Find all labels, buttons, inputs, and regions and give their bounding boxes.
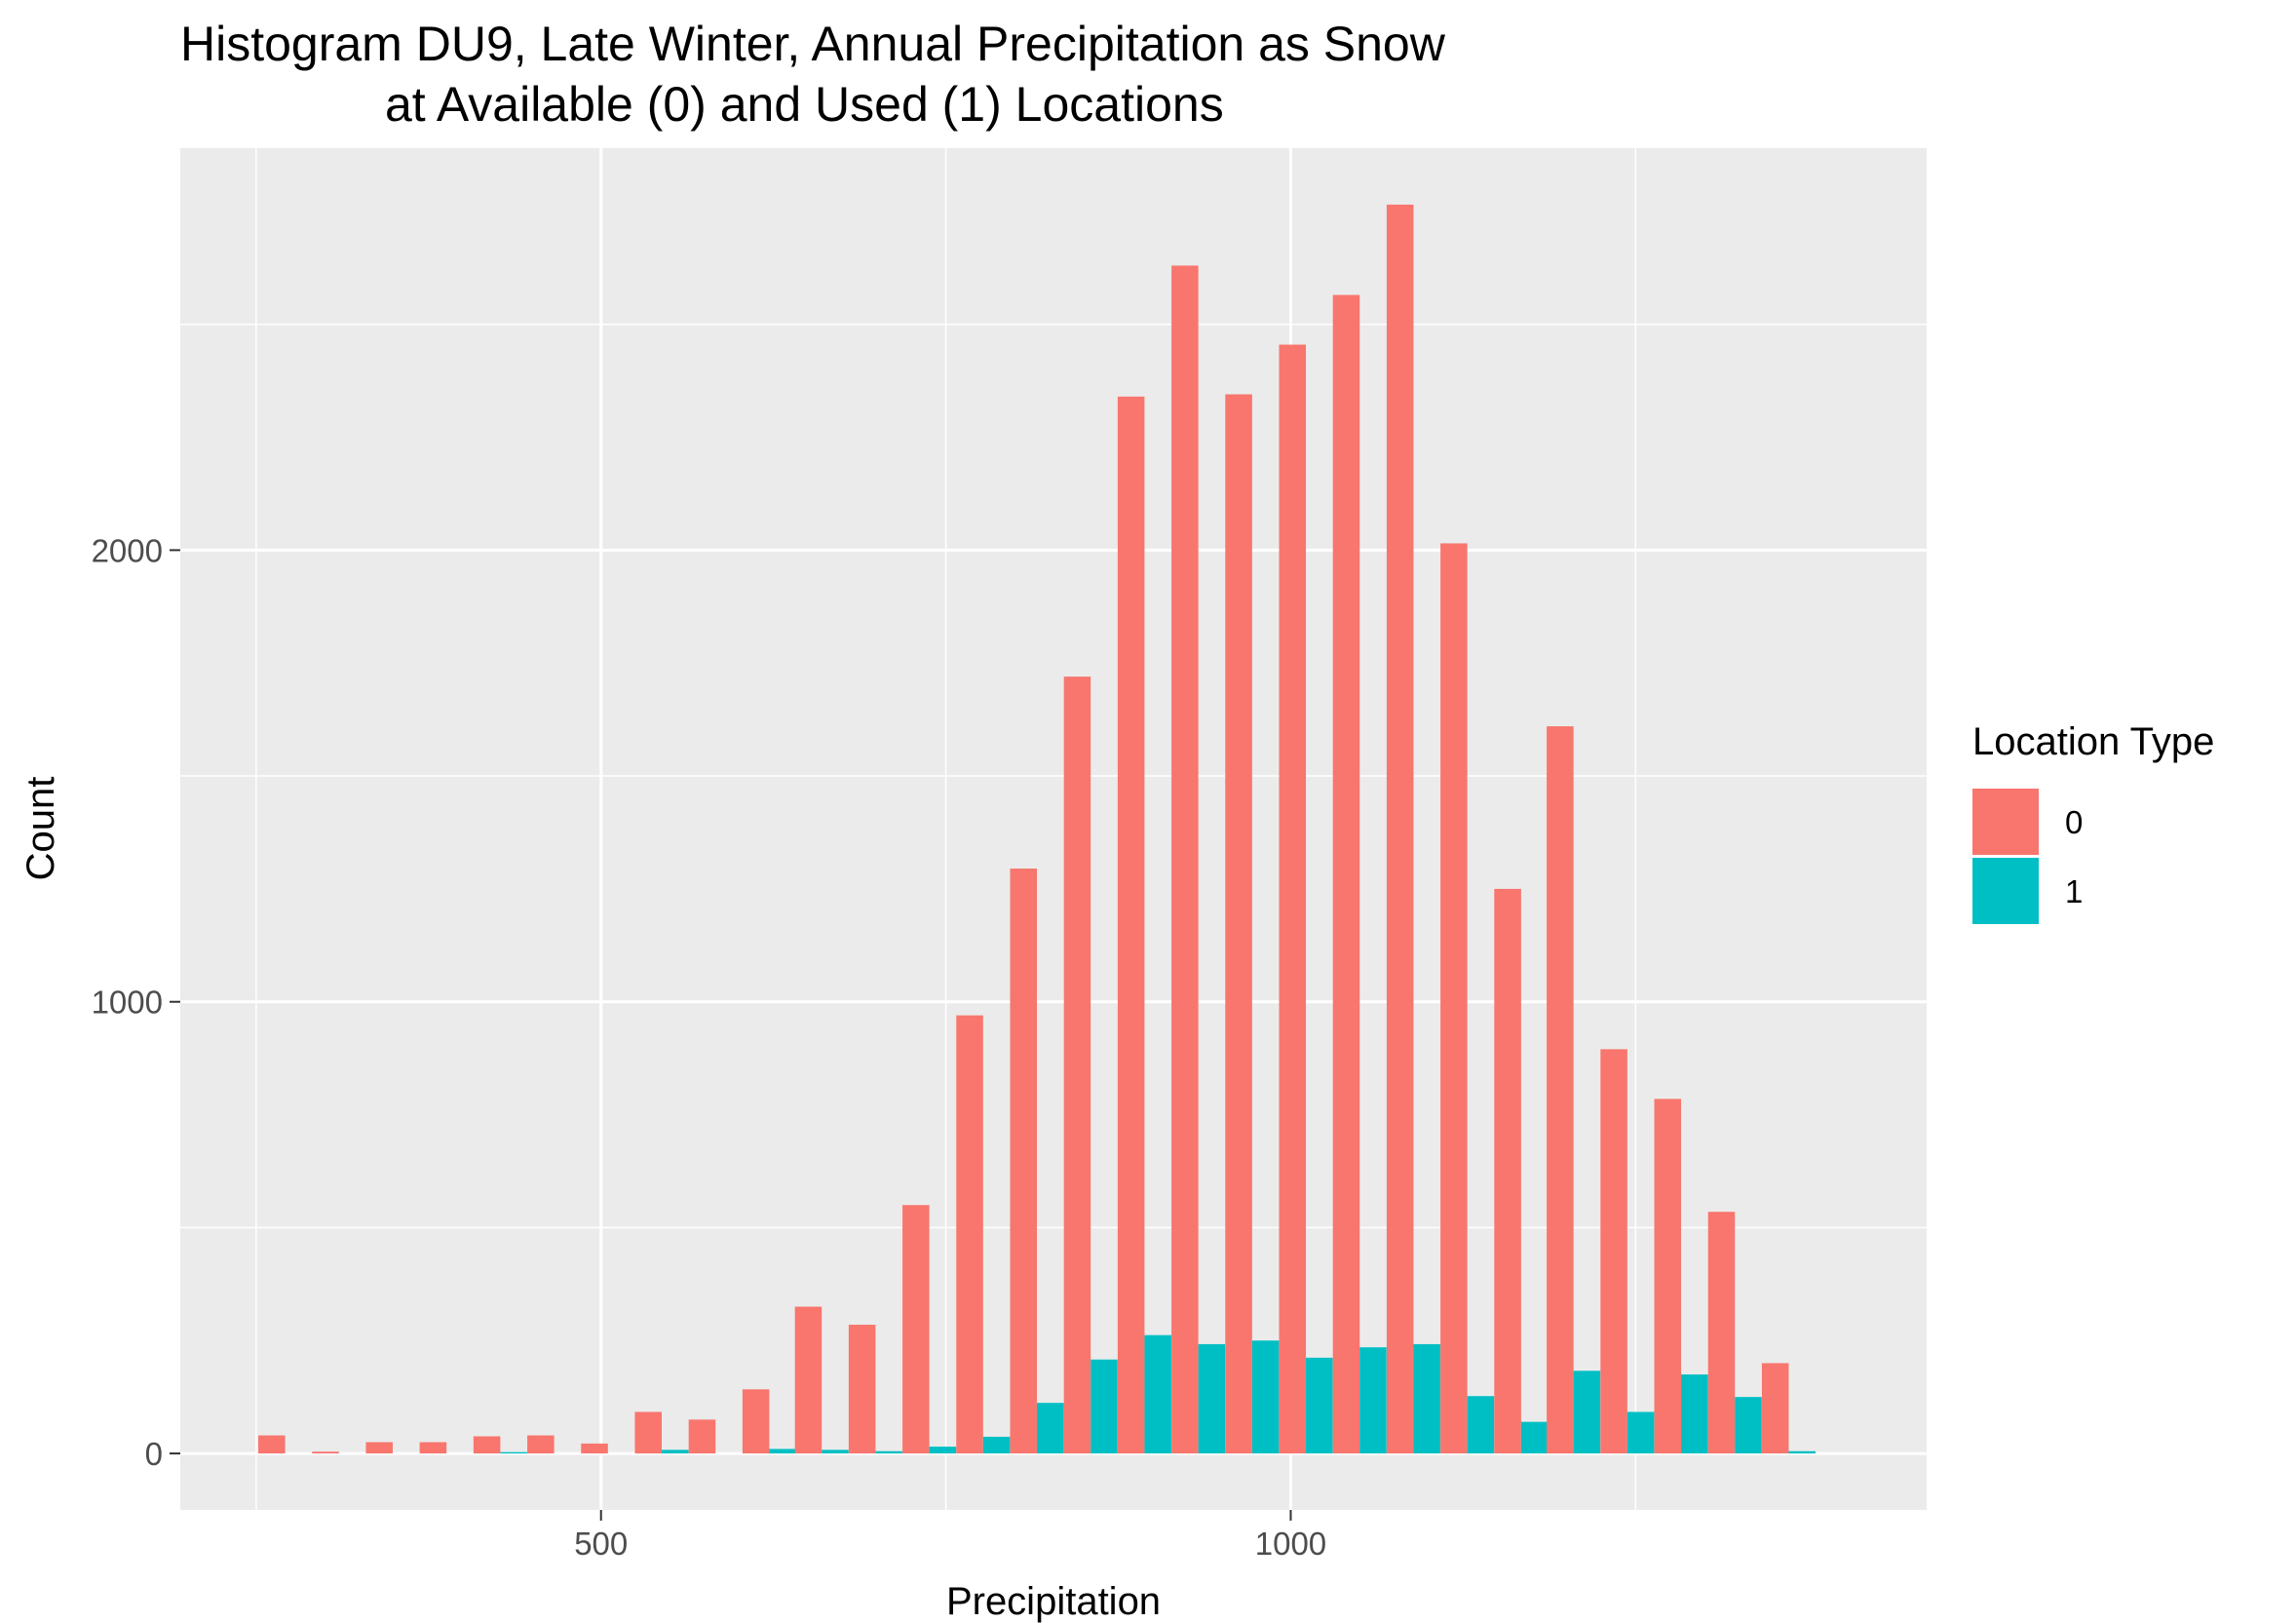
y-tick-label: 0	[145, 1436, 163, 1472]
bar-series-1	[1735, 1397, 1762, 1454]
bar-series-1	[1681, 1373, 1708, 1454]
y-tick-label: 2000	[92, 532, 163, 568]
bar-series-0	[527, 1435, 555, 1454]
bar-series-0	[1279, 344, 1307, 1454]
bar-series-0	[1386, 204, 1414, 1454]
bar-series-1	[500, 1451, 527, 1454]
bar-series-1	[1251, 1340, 1280, 1454]
bar-series-0	[1600, 1049, 1627, 1454]
bar-series-1	[662, 1449, 689, 1454]
bar-series-1	[875, 1450, 902, 1454]
legend-title: Location Type	[1972, 720, 2214, 763]
bar-series-0	[312, 1451, 339, 1454]
bar-series-0	[1063, 676, 1091, 1454]
bar-series-1	[1413, 1343, 1440, 1454]
legend-key-0	[1972, 789, 2039, 855]
bar-series-0	[1010, 869, 1038, 1454]
bar-series-1	[822, 1449, 849, 1454]
x-tick-label: 1000	[1255, 1526, 1326, 1562]
bar-series-1	[1037, 1403, 1064, 1454]
axes: 0 1000 2000 500 1000	[92, 532, 1327, 1562]
bar-series-0	[902, 1205, 930, 1454]
bar-series-1	[1359, 1347, 1387, 1454]
legend-key-1	[1972, 858, 2039, 924]
chart-title: Histogram DU9, Late Winter, Annual Preci…	[180, 17, 1446, 71]
bar-series-0	[1225, 394, 1252, 1454]
bar-series-1	[929, 1447, 957, 1454]
chart-subtitle: at Available (0) and Used (1) Locations	[385, 77, 1224, 132]
bar-series-1	[1144, 1334, 1171, 1454]
bar-series-0	[634, 1411, 663, 1454]
bar-series-1	[1520, 1421, 1549, 1454]
bar-series-0	[742, 1389, 770, 1454]
bar-series-0	[848, 1325, 876, 1454]
bar-series-0	[1332, 294, 1360, 1454]
y-axis-title: Count	[19, 777, 62, 881]
bar-series-0	[1440, 543, 1468, 1454]
x-axis-title: Precipitation	[946, 1580, 1161, 1623]
bar-series-0	[1761, 1363, 1789, 1454]
bar-series-0	[1171, 265, 1199, 1454]
y-tick-label: 1000	[92, 985, 163, 1021]
bar-series-0	[794, 1306, 823, 1454]
bar-series-1	[1467, 1396, 1495, 1454]
bar-series-0	[1117, 396, 1145, 1454]
legend: Location Type 0 1	[1972, 720, 2214, 924]
bar-series-0	[258, 1435, 286, 1454]
bar-series-1	[1626, 1411, 1655, 1454]
legend-label-0: 0	[2065, 804, 2083, 840]
bar-series-0	[1654, 1099, 1682, 1454]
bar-series-0	[956, 1015, 983, 1454]
bar-series-1	[1573, 1371, 1601, 1454]
bar-series-0	[1707, 1212, 1736, 1454]
bar-series-0	[419, 1442, 447, 1454]
bar-series-1	[1198, 1343, 1226, 1454]
bar-series-1	[982, 1436, 1011, 1454]
bar-series-0	[688, 1419, 716, 1454]
bar-series-1	[769, 1449, 796, 1454]
bars	[258, 204, 1816, 1454]
bar-series-1	[1788, 1450, 1816, 1454]
bar-series-0	[581, 1443, 608, 1454]
bar-series-0	[365, 1442, 393, 1454]
legend-label-1: 1	[2065, 873, 2083, 909]
bar-series-1	[1091, 1359, 1118, 1454]
bar-series-0	[1494, 888, 1521, 1454]
x-tick-label: 500	[574, 1526, 628, 1562]
bar-series-0	[473, 1436, 501, 1454]
bar-series-1	[1306, 1357, 1333, 1454]
bar-series-0	[1547, 726, 1574, 1454]
